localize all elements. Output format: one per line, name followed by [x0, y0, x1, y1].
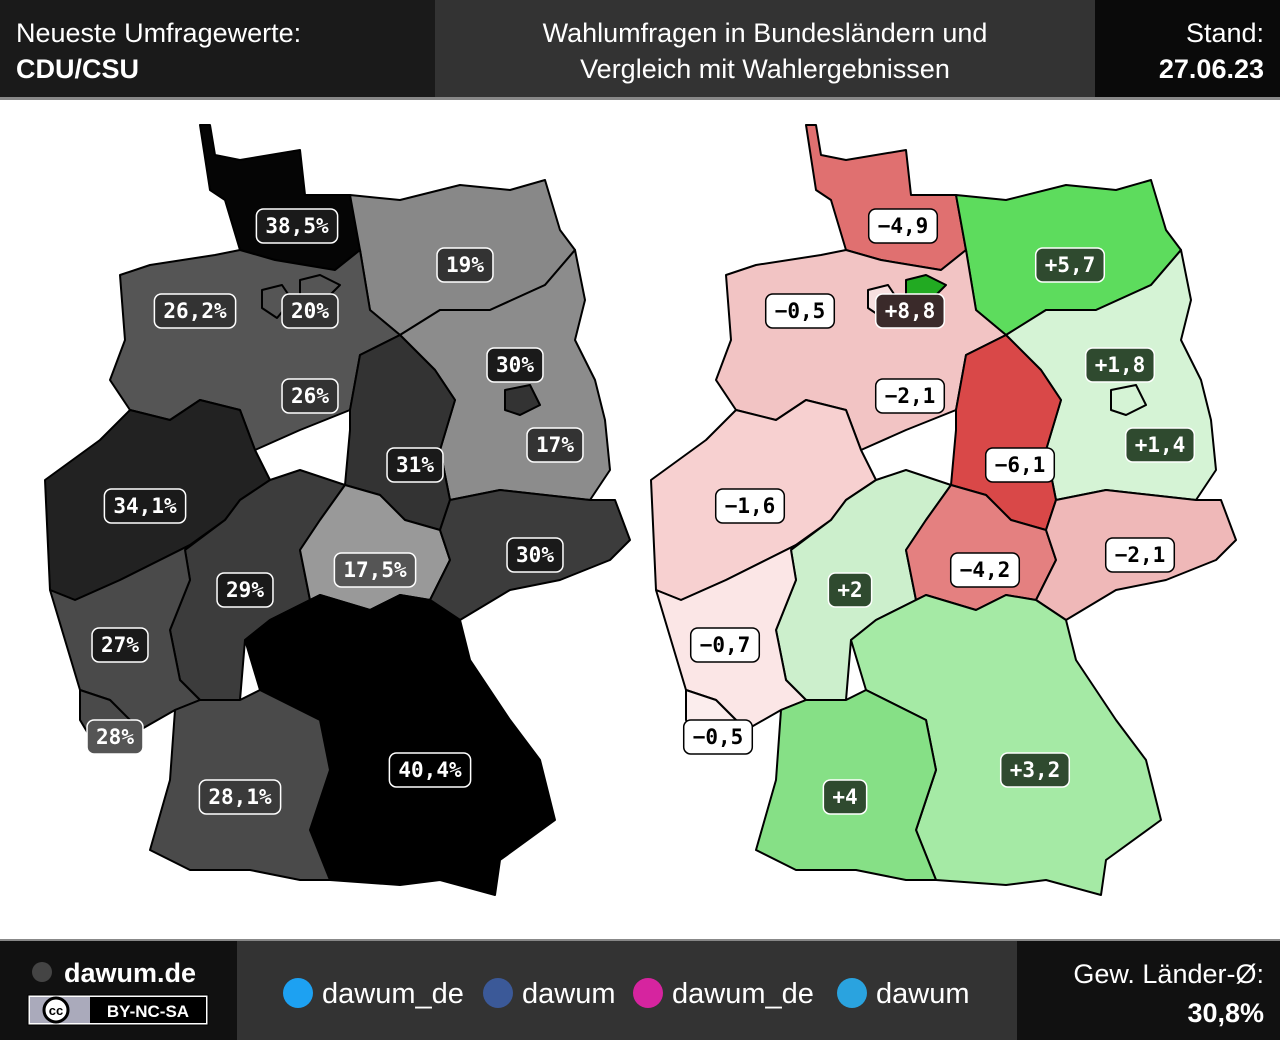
social-handle[interactable]: dawum — [876, 978, 970, 1010]
header-label: Neueste Umfragewerte: — [16, 18, 301, 48]
instagram-icon[interactable] — [633, 978, 663, 1008]
title: Wahlumfragen in Bundesländern und — [543, 18, 988, 48]
state-label: −6,1 — [995, 453, 1046, 477]
social-handle[interactable]: dawum_de — [322, 978, 464, 1010]
title: Vergleich mit Wahlergebnissen — [580, 54, 950, 84]
label-box — [1034, 247, 1106, 283]
label-box — [1124, 427, 1196, 463]
state-label: 28,1% — [208, 785, 272, 809]
state-label: +8,8 — [885, 299, 936, 323]
average: 30,8% — [1187, 998, 1264, 1028]
state-label: +3,2 — [1010, 758, 1061, 782]
label-box — [874, 293, 946, 329]
label-box — [714, 488, 786, 524]
label-box — [386, 447, 444, 483]
date: 27.06.23 — [1159, 54, 1264, 84]
state-label: 40,4% — [398, 758, 462, 782]
label-box — [764, 293, 836, 329]
header-center — [435, 0, 1095, 98]
state-label: 17% — [536, 433, 574, 457]
label-box — [333, 552, 417, 588]
state-label: 26% — [291, 384, 329, 408]
state-label: 27% — [101, 633, 139, 657]
label-box — [153, 293, 237, 329]
twitter-icon[interactable] — [283, 978, 313, 1008]
state-label: +2 — [837, 578, 862, 602]
state-label: 28% — [96, 725, 134, 749]
state-label: 30% — [516, 543, 554, 567]
label-box — [216, 572, 274, 608]
state-label: −1,6 — [725, 494, 776, 518]
site: dawum.de — [64, 958, 196, 988]
state-label: −4,9 — [878, 214, 929, 238]
footer-right — [1017, 940, 1280, 1040]
cc-text: cc — [49, 1003, 63, 1018]
facebook-icon[interactable] — [483, 978, 513, 1008]
footer-rule — [0, 939, 1280, 941]
state-label: −0,5 — [693, 725, 744, 749]
label-box — [255, 208, 339, 244]
label-box — [388, 752, 472, 788]
label-box — [91, 627, 149, 663]
state-label: 19% — [446, 253, 484, 277]
label-box — [526, 427, 584, 463]
label-box — [86, 719, 144, 755]
state-label: +5,7 — [1045, 253, 1096, 277]
label-box — [486, 347, 544, 383]
state-label: −0,5 — [775, 299, 826, 323]
state-label: 17,5% — [343, 558, 407, 582]
label-box — [506, 537, 564, 573]
state-label: +1,4 — [1135, 433, 1186, 457]
label-box — [984, 447, 1056, 483]
label-box — [874, 378, 946, 414]
state-label: +4 — [832, 785, 857, 809]
label-box — [949, 552, 1021, 588]
label-box — [827, 572, 873, 608]
label-box — [281, 378, 339, 414]
label-box — [867, 208, 939, 244]
license: BY-NC-SA — [107, 1002, 189, 1021]
label-box — [436, 247, 494, 283]
label-box — [822, 779, 868, 815]
state-label: 29% — [226, 578, 264, 602]
license-badge-right — [90, 997, 206, 1023]
labels: 38,5% 19% 26,2% 20% 30% 26% 17% 31% 34,1% 30% 17,5… — [86, 208, 1196, 815]
social-handle[interactable]: dawum — [522, 978, 616, 1010]
state-label: 30% — [496, 353, 534, 377]
state-label: 20% — [291, 299, 329, 323]
label-box — [103, 488, 187, 524]
party: CDU/CSU — [16, 54, 139, 84]
header-right — [1095, 0, 1280, 98]
label-box — [198, 779, 282, 815]
cc-icon — [42, 996, 70, 1024]
telegram-icon[interactable] — [837, 978, 867, 1008]
label-box — [682, 719, 754, 755]
date-label: Stand: — [1186, 18, 1264, 48]
state-label: +1,8 — [1095, 353, 1146, 377]
state-label: −4,2 — [960, 558, 1011, 582]
state-label: 34,1% — [113, 494, 177, 518]
label-box — [1084, 347, 1156, 383]
state-label: −2,1 — [1115, 543, 1166, 567]
state-label: −0,7 — [700, 633, 751, 657]
social-handle[interactable]: dawum_de — [672, 978, 814, 1010]
header-rule — [0, 97, 1280, 100]
logo-icon — [32, 962, 52, 982]
label-box — [1104, 537, 1176, 573]
header-left — [0, 0, 435, 98]
state-label: 26,2% — [163, 299, 227, 323]
label-box — [281, 293, 339, 329]
label-box — [999, 752, 1071, 788]
average-label: Gew. Länder-Ø: — [1073, 959, 1264, 989]
state-label: −2,1 — [885, 384, 936, 408]
state-label: 31% — [396, 453, 434, 477]
label-box — [689, 627, 761, 663]
state-label: 38,5% — [265, 214, 329, 238]
